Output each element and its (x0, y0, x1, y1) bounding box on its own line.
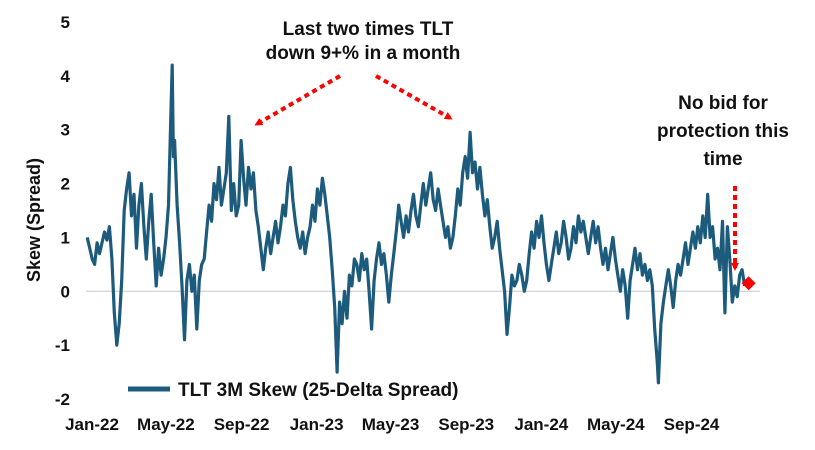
x-tick-label: May-24 (587, 415, 645, 434)
skew-series-line (85, 63, 747, 385)
current-value-marker (741, 276, 756, 291)
y-tick-label: -1 (55, 336, 70, 355)
y-axis-label: Skew (Spread) (24, 158, 44, 282)
annotation-nobid-line-1: No bid for (678, 93, 768, 114)
x-tick-label: Sep-24 (664, 415, 720, 434)
annotation-nobid-line-3: time (703, 149, 742, 170)
annotation-tlt-line-2: down 9+% in a month (266, 43, 461, 64)
y-tick-label: 2 (61, 175, 70, 194)
arrow-to-sep23-peak (375, 74, 453, 120)
legend-label: TLT 3M Skew (25-Delta Spread) (178, 380, 459, 401)
annotation-nobid-line-2: protection this (657, 121, 789, 142)
x-tick-label: Jan-24 (514, 415, 568, 434)
x-tick-label: Sep-23 (438, 415, 494, 434)
y-tick-label: 3 (61, 121, 70, 140)
y-tick-label: -2 (55, 390, 70, 409)
y-tick-label: 4 (61, 67, 71, 86)
x-tick-label: May-23 (362, 415, 420, 434)
x-tick-label: May-22 (137, 415, 195, 434)
x-tick-label: Jan-23 (290, 415, 344, 434)
arrow-to-sep22-peak (254, 74, 342, 126)
x-tick-labels: Jan-22 May-22 Sep-22 Jan-23 May-23 Sep-23 Jan-… (65, 415, 720, 434)
x-tick-label: Jan-22 (65, 415, 119, 434)
y-tick-label: 5 (61, 13, 70, 32)
annotation-tlt-line-1: Last two times TLT (283, 19, 454, 40)
y-tick-labels: -2 -1 0 1 2 3 4 5 (55, 13, 71, 409)
y-tick-label: 1 (61, 228, 70, 247)
y-tick-label: 0 (61, 282, 70, 301)
annotation-no-bid: No bid for protection this time (657, 93, 789, 170)
legend: TLT 3M Skew (25-Delta Spread) (128, 380, 459, 401)
annotation-tlt-down: Last two times TLT down 9+% in a month (266, 19, 461, 64)
x-tick-label: Sep-22 (214, 415, 270, 434)
